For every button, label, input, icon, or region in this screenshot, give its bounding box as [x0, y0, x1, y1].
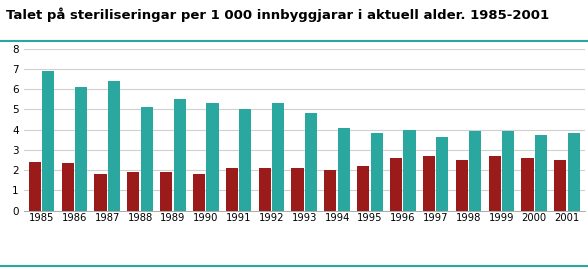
Bar	[62, 163, 74, 211]
Bar	[29, 162, 41, 211]
Bar	[127, 172, 139, 211]
Bar	[567, 133, 580, 211]
Bar	[108, 81, 120, 211]
Bar	[370, 133, 383, 211]
Bar	[95, 174, 106, 211]
Bar	[436, 137, 449, 211]
Bar	[42, 71, 54, 211]
Bar	[403, 130, 416, 211]
Bar	[226, 168, 238, 211]
Bar	[489, 156, 500, 211]
Bar	[456, 160, 468, 211]
Bar	[292, 168, 303, 211]
Bar	[75, 87, 87, 211]
Bar	[173, 99, 186, 211]
Bar	[423, 156, 435, 211]
Bar	[469, 131, 482, 211]
Bar	[272, 103, 284, 211]
Bar	[239, 109, 252, 211]
Bar	[325, 170, 336, 211]
Bar	[141, 107, 153, 211]
Bar	[522, 158, 533, 211]
Bar	[206, 103, 219, 211]
Text: Talet på steriliseringar per 1 000 innbyggjarar i aktuell alder. 1985-2001: Talet på steriliseringar per 1 000 innby…	[6, 7, 549, 22]
Bar	[502, 131, 514, 211]
Bar	[535, 135, 547, 211]
Bar	[160, 172, 172, 211]
Bar	[305, 113, 317, 211]
Bar	[338, 128, 350, 211]
Bar	[554, 160, 566, 211]
Bar	[357, 166, 369, 211]
Bar	[259, 168, 271, 211]
Bar	[390, 158, 402, 211]
Bar	[193, 174, 205, 211]
